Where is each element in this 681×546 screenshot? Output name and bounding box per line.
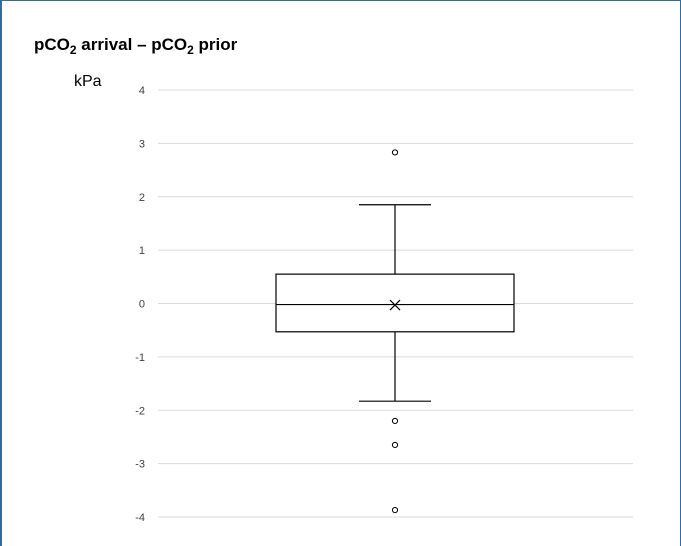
y-tick-labels: 4 3 2 1 0 -1 -2 -3 -4 (135, 85, 145, 524)
y-axis-unit-label: kPa (74, 73, 102, 90)
outlier-points (391, 149, 399, 514)
y-tick-label: 3 (139, 138, 145, 150)
y-tick-label: 0 (139, 299, 145, 311)
outlier-point (391, 506, 399, 514)
box-and-whiskers (275, 204, 515, 402)
mean-marker (389, 299, 401, 311)
outlier-point (391, 417, 399, 425)
outlier-point (391, 441, 399, 449)
y-tick-label: 2 (139, 192, 145, 204)
mean-marker-stroke (389, 299, 401, 311)
y-tick-label: -4 (135, 512, 145, 524)
y-tick-label: 4 (139, 85, 145, 97)
y-tick-label: -3 (135, 459, 145, 471)
outlier-point (391, 149, 399, 156)
interquartile-box (275, 273, 515, 333)
y-tick-label: -2 (135, 405, 145, 417)
chart-title: pCO2 arrival – pCO2 prior (34, 35, 238, 57)
y-tick-label: -1 (135, 352, 145, 364)
y-tick-label: 1 (139, 245, 145, 257)
